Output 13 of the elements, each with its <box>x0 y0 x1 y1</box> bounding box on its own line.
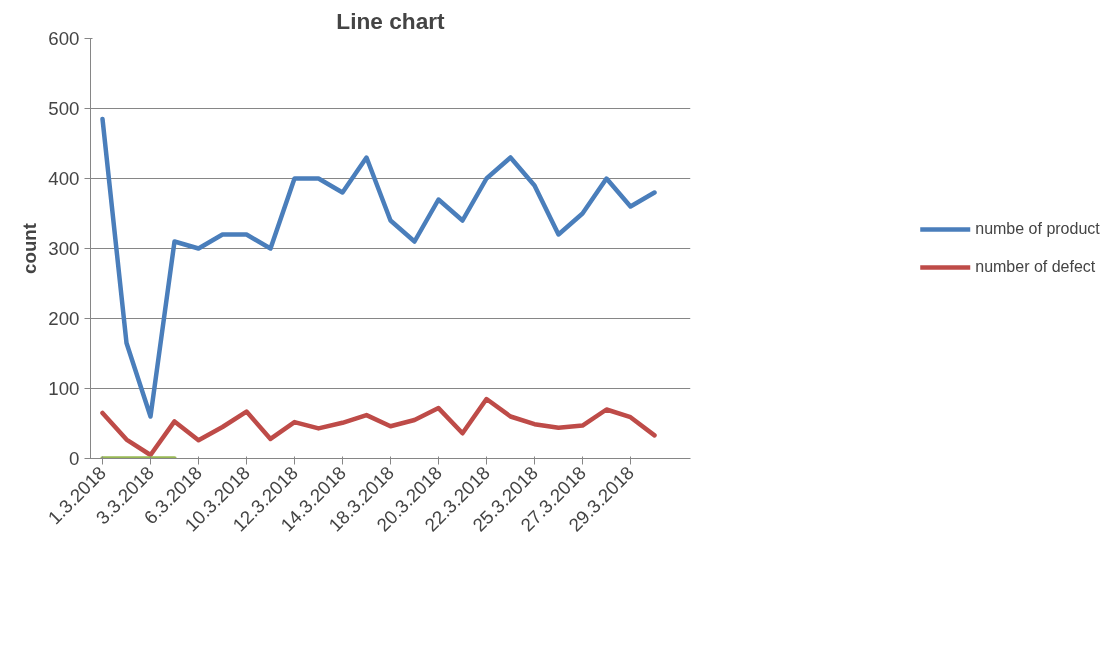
line-series <box>100 396 657 458</box>
legend-label: numbe of product <box>975 220 1100 238</box>
y-tick-label: 500 <box>48 98 80 119</box>
line-series <box>100 116 657 419</box>
y-tick-label: 0 <box>69 448 80 469</box>
y-tick-label: 200 <box>48 308 80 329</box>
y-tick-label: 300 <box>48 238 80 259</box>
y-tick-label: 600 <box>48 28 80 49</box>
y-tick-label: 400 <box>48 168 80 189</box>
y-axis-title: count <box>19 223 41 274</box>
y-tick-label: 100 <box>48 378 80 399</box>
legend-label: number of defect <box>975 258 1096 276</box>
chart-title: Line chart <box>336 7 446 34</box>
